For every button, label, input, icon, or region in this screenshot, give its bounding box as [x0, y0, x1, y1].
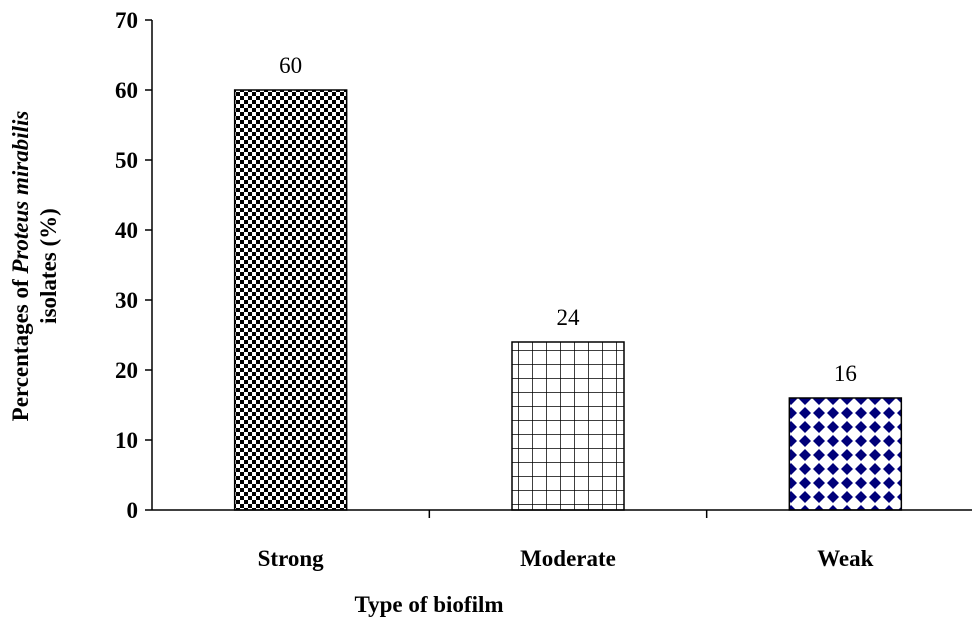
bar-moderate	[511, 341, 625, 511]
y-tick-label: 60	[115, 78, 138, 103]
y-axis-title-line2: isolates (%)	[36, 208, 61, 324]
y-tick-label: 50	[115, 148, 138, 173]
y-tick-label: 70	[115, 8, 138, 33]
x-axis-title: Type of biofilm	[354, 592, 503, 617]
y-tick-label: 0	[127, 498, 139, 523]
y-axis-tick-labels: 0 10 20 30 40 50 60 70	[115, 8, 138, 523]
x-axis-category-labels: Strong Moderate Weak	[258, 546, 874, 571]
y-tick-label: 30	[115, 288, 138, 313]
bar-weak	[788, 397, 903, 511]
data-label-strong: 60	[279, 53, 302, 78]
y-tick-label: 40	[115, 218, 138, 243]
category-label-moderate: Moderate	[520, 546, 616, 571]
y-tick-label: 10	[115, 428, 138, 453]
bars	[233, 89, 903, 511]
x-axis-ticks	[428, 510, 708, 518]
data-label-weak: 16	[834, 361, 857, 386]
y-tick-label: 20	[115, 358, 138, 383]
y-axis-ticks	[145, 19, 152, 511]
svg-text:Percentages of Proteus mirabil: Percentages of Proteus mirabilis	[8, 111, 33, 422]
data-label-moderate: 24	[557, 305, 581, 330]
category-label-weak: Weak	[817, 546, 873, 571]
y-axis-title-prefix: Percentages of	[8, 274, 33, 422]
data-labels: 60 24 16	[279, 53, 857, 386]
y-axis-title: Percentages of Proteus mirabilis isolate…	[8, 111, 61, 422]
bar-strong	[233, 89, 348, 511]
category-label-strong: Strong	[258, 546, 325, 571]
y-axis-title-italic: Proteus mirabilis	[8, 111, 33, 275]
